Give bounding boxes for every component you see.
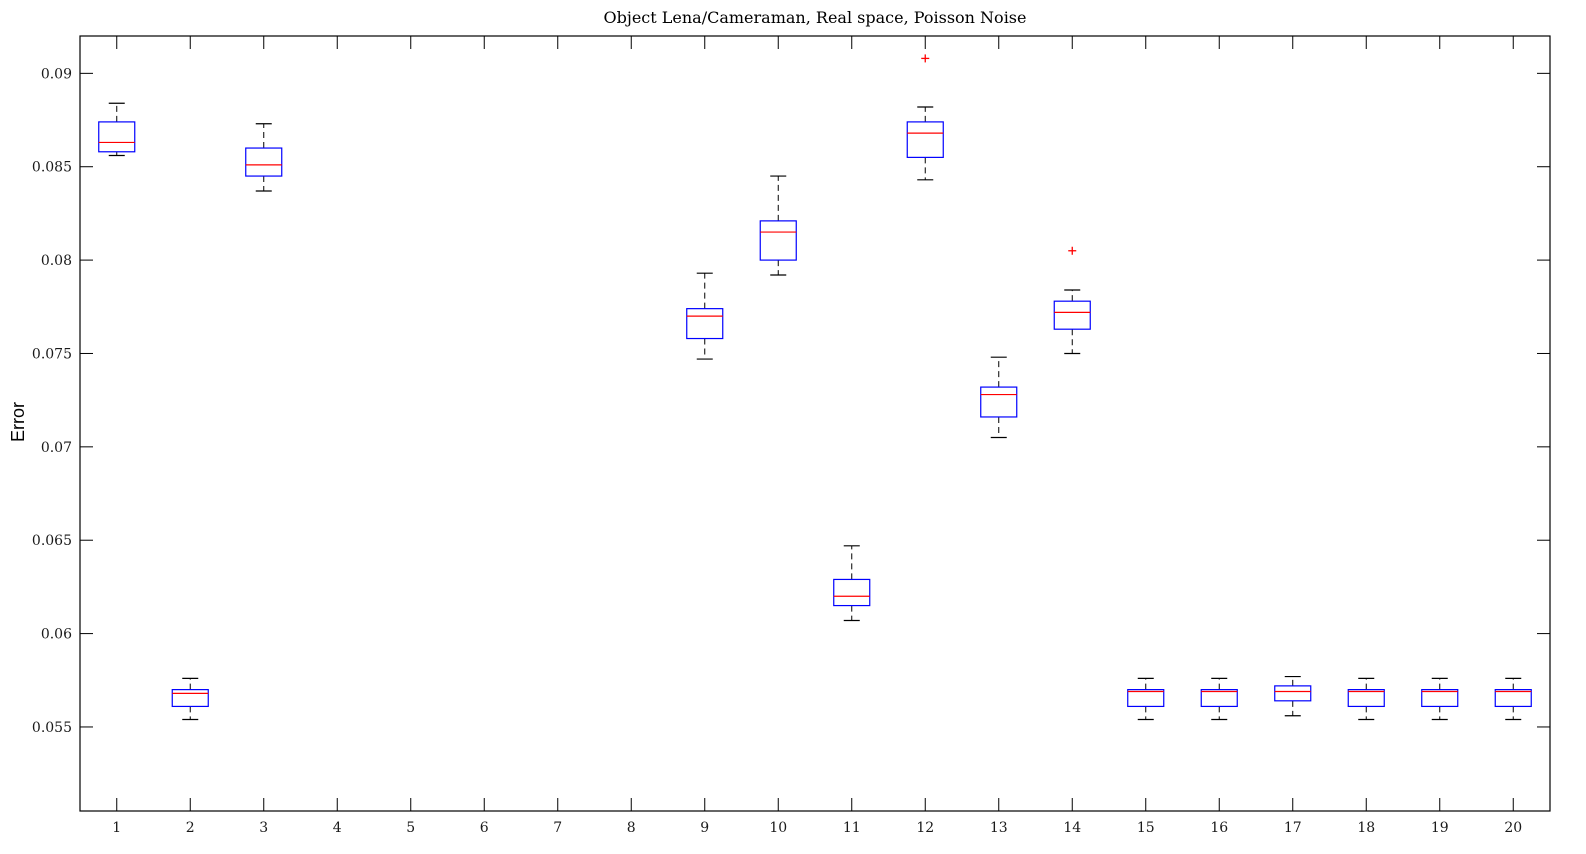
x-tick-label: 12 xyxy=(916,820,934,836)
y-tick-label: 0.06 xyxy=(41,627,72,643)
x-tick-label: 3 xyxy=(259,820,268,836)
box-iqr xyxy=(171,689,209,708)
box-iqr xyxy=(980,386,1018,418)
y-tick-label: 0.055 xyxy=(32,720,72,736)
y-tick-label: 0.09 xyxy=(41,66,72,82)
box-iqr xyxy=(1494,689,1532,708)
x-tick-label: 6 xyxy=(480,820,489,836)
box-iqr xyxy=(906,121,944,158)
x-tick-label: 18 xyxy=(1357,820,1375,836)
x-tick-label: 15 xyxy=(1137,820,1155,836)
box-iqr xyxy=(686,308,724,340)
x-tick-label: 8 xyxy=(627,820,636,836)
y-axis-label: Error xyxy=(8,402,28,442)
y-tick-label: 0.07 xyxy=(41,440,72,456)
x-tick-label: 13 xyxy=(990,820,1008,836)
y-tick-label: 0.065 xyxy=(32,533,72,549)
x-tick-label: 5 xyxy=(406,820,415,836)
x-tick-label: 19 xyxy=(1431,820,1449,836)
box-iqr xyxy=(833,578,871,607)
axes-frame xyxy=(79,35,1551,812)
box-iqr xyxy=(1127,689,1165,708)
chart-title: Object Lena/Cameraman, Real space, Poiss… xyxy=(604,8,1027,27)
plot-area: 1 2 3 4 5 6 7 8 9 10 11 12 13 14 15 16 17 18 19 200.0550.06… xyxy=(32,35,1551,836)
x-tick-label: 4 xyxy=(333,820,342,836)
box-iqr xyxy=(759,220,797,261)
y-tick-label: 0.075 xyxy=(32,346,72,362)
box-iqr xyxy=(1421,689,1459,708)
box-iqr xyxy=(245,147,283,177)
box-iqr xyxy=(98,121,136,153)
box-iqr xyxy=(1274,685,1312,702)
box-iqr xyxy=(1200,689,1238,708)
x-tick-label: 17 xyxy=(1284,820,1302,836)
y-tick-label: 0.085 xyxy=(32,160,72,176)
x-tick-label: 7 xyxy=(553,820,562,836)
y-tick-label: 0.08 xyxy=(41,253,72,269)
x-tick-label: 2 xyxy=(186,820,195,836)
x-tick-label: 1 xyxy=(112,820,121,836)
box-iqr xyxy=(1347,689,1385,708)
x-tick-label: 10 xyxy=(769,820,787,836)
box-iqr xyxy=(1053,300,1091,330)
x-tick-label: 20 xyxy=(1504,820,1522,836)
x-tick-label: 11 xyxy=(843,820,861,836)
x-tick-label: 16 xyxy=(1210,820,1228,836)
x-tick-label: 14 xyxy=(1063,820,1081,836)
x-tick-label: 9 xyxy=(700,820,709,836)
